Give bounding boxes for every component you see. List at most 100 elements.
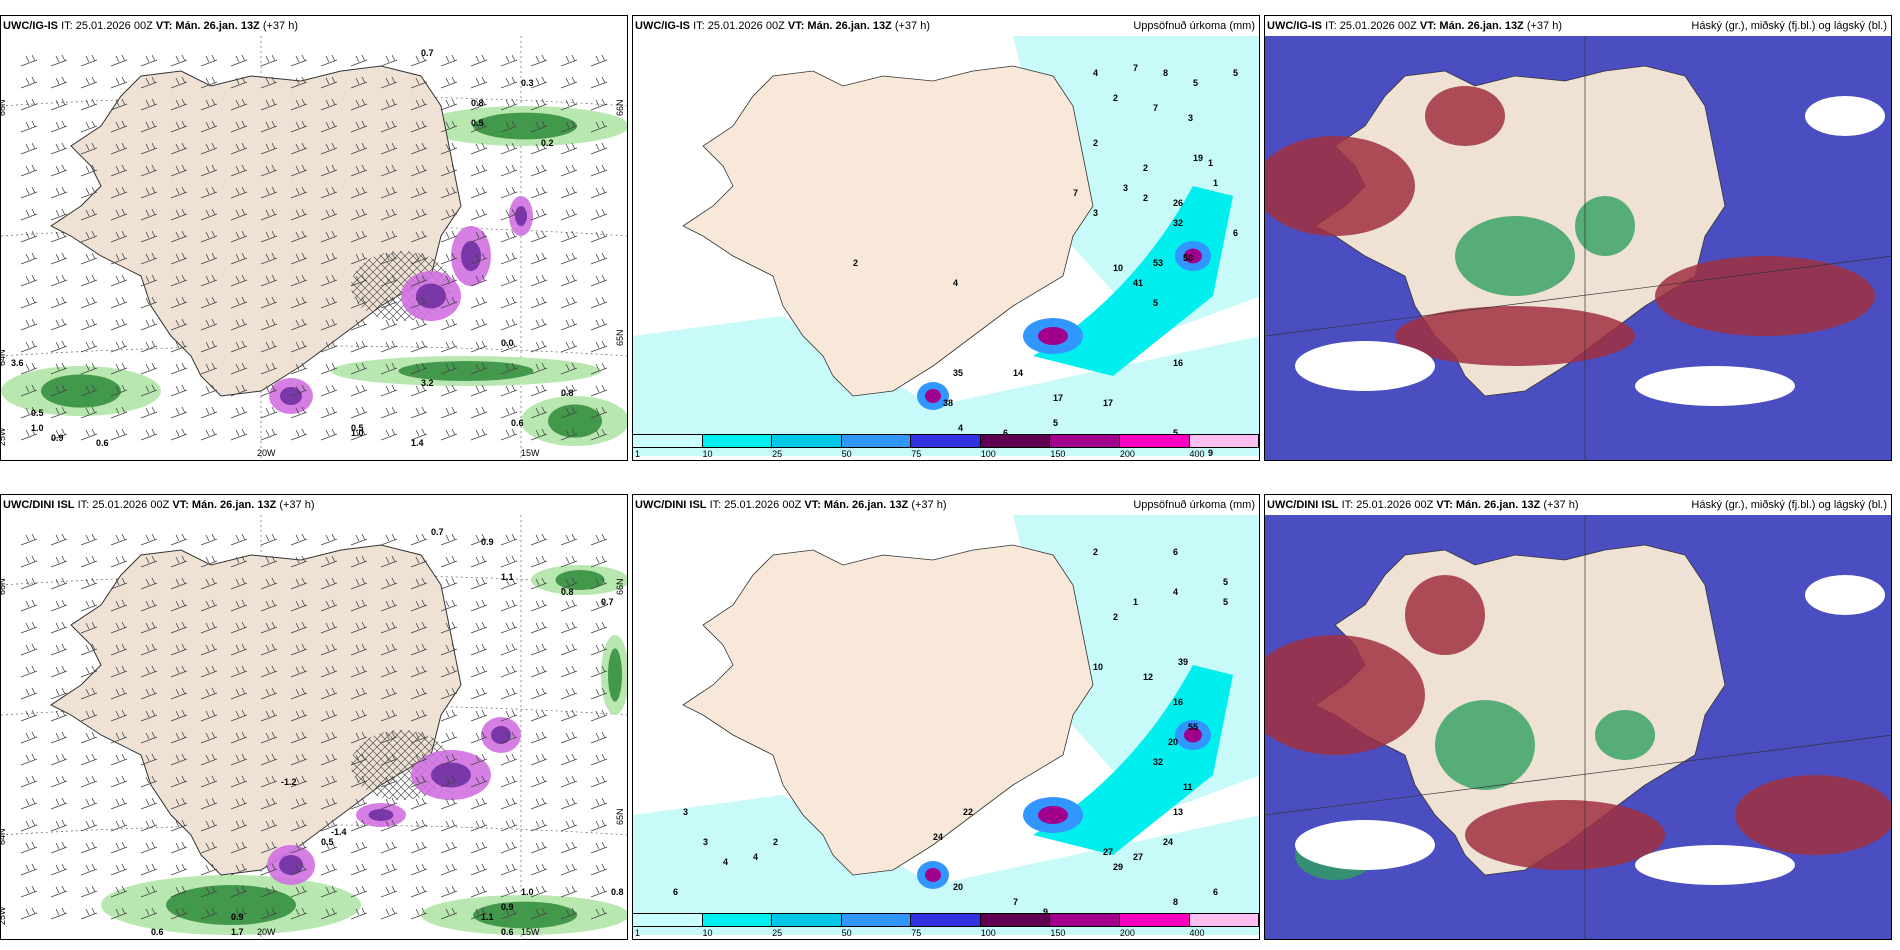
colorbar-tick: 75 (911, 928, 922, 938)
precip-label: 7 (1073, 188, 1078, 198)
wind-band-core (41, 374, 121, 408)
axis-label: 65N (615, 329, 625, 346)
colorbar-swatch (1050, 914, 1120, 926)
colorbar: 1 10 25 50 75 100 150 200 400 (633, 913, 1259, 939)
colorbar-swatch (1050, 435, 1120, 447)
precip-label: 24 (1163, 837, 1173, 847)
map-canvas (1265, 36, 1891, 460)
island-iceland (682, 65, 1094, 397)
axis-label: 65N (615, 808, 625, 825)
field-title: Háský (gr.), miðský (fj.bl.) og lágský (… (1691, 499, 1887, 511)
panel-header: UWC/DINI ISL IT: 25.01.2026 00Z VT: Mán.… (1265, 495, 1891, 515)
precip-label: 13 (1173, 807, 1183, 817)
precip-label: 4 (1173, 587, 1178, 597)
colorbar-swatch (1119, 435, 1190, 447)
colorbar-tick: 400 (1189, 928, 1205, 938)
precip-label: 5 (1053, 418, 1058, 428)
colorbar-swatch (702, 914, 773, 926)
colorbar-swatch (841, 435, 912, 447)
precip-label: 2 (1113, 93, 1118, 103)
precip-label: 4 (753, 852, 758, 862)
init-time: IT: 25.01.2026 00Z (1341, 499, 1434, 511)
precip-label: 5 (1153, 298, 1158, 308)
value-label: 0.9 (51, 433, 64, 443)
cloud-high (1265, 136, 1415, 236)
colorbar-tick: 100 (980, 449, 996, 459)
value-label: 3.2 (421, 378, 434, 388)
axis-label: 66N (1, 578, 7, 595)
valid-time: VT: Mán. 26.jan. 13Z (1436, 499, 1541, 511)
axis-label: 15W (521, 448, 540, 458)
colorbar-swatch (980, 435, 1051, 447)
precip-label: 16 (1173, 358, 1183, 368)
value-label: -1.4 (331, 827, 347, 837)
value-label: 1.0 (351, 428, 364, 438)
colorbar-tick: 100 (980, 928, 996, 938)
wind-band-core (608, 648, 622, 702)
lead-time: (+37 h) (1526, 20, 1563, 32)
value-label: 0.8 (611, 887, 624, 897)
island-iceland (682, 544, 1094, 876)
axis-label: 25W (1, 906, 7, 925)
panel-header: UWC/IG-IS IT: 25.01.2026 00Z VT: Mán. 26… (633, 16, 1259, 36)
colorbar-tick: 50 (841, 928, 852, 938)
precip-core (515, 206, 527, 226)
value-label: 0.7 (431, 527, 444, 537)
precip-label: 9 (1208, 448, 1213, 458)
colorbar-swatch (633, 435, 703, 447)
init-time: IT: 25.01.2026 00Z (709, 499, 802, 511)
precip-label: 4 (723, 857, 728, 867)
panel-header: UWC/IG-IS IT: 25.01.2026 00Z VT: Mán. 26… (1265, 16, 1891, 36)
panel-dini-wind: UWC/DINI ISL IT: 25.01.2026 00Z VT: Mán.… (0, 494, 628, 940)
precip-label: 16 (1173, 697, 1183, 707)
colorbar-tick: 25 (772, 449, 783, 459)
precip-label: 38 (943, 398, 953, 408)
colorbar-tick: 1 (635, 449, 641, 459)
axis-label: 15W (521, 927, 540, 937)
colorbar-swatch (1189, 914, 1259, 926)
init-time: IT: 25.01.2026 00Z (77, 499, 170, 511)
axis-label: 64N (1, 828, 7, 845)
model-name: UWC/IG-IS (3, 20, 58, 32)
precip-label: 2 (853, 258, 858, 268)
colorbar-tick: 150 (1050, 449, 1066, 459)
colorbar: 1 10 25 50 75 100 150 200 400 (633, 434, 1259, 460)
map-canvas (1265, 515, 1891, 939)
wind-band-core (398, 361, 534, 381)
precip-label: 3 (703, 837, 708, 847)
colorbar-swatch (772, 914, 842, 926)
panel-title: UWC/IG-IS IT: 25.01.2026 00Z VT: Mán. 26… (635, 16, 930, 36)
precip-field-mid (1033, 186, 1233, 376)
cloud-high (1735, 775, 1891, 855)
value-label: 0.8 (561, 587, 574, 597)
value-label: 3.6 (11, 358, 24, 368)
value-label: 1.4 (411, 438, 424, 448)
precip-label: 20 (1168, 737, 1178, 747)
precip-label: 55 (1188, 722, 1198, 732)
colorbar-tick: 150 (1050, 928, 1066, 938)
colorbar-tick: 75 (911, 449, 922, 459)
precip-label: 19 (1193, 153, 1203, 163)
value-label: 0.9 (481, 537, 494, 547)
precip-label: 5 (1193, 78, 1198, 88)
lead-time: (+37 h) (894, 20, 931, 32)
precip-core (491, 726, 511, 744)
precip-field-light (633, 795, 1259, 935)
value-label: 0.8 (471, 98, 484, 108)
precip-label: 6 (1173, 547, 1178, 557)
precip-label: 4 (958, 423, 963, 433)
model-name: UWC/DINI ISL (1267, 499, 1339, 511)
precip-label: 29 (1113, 862, 1123, 872)
precip-label: 11 (1183, 782, 1193, 792)
colorbar-swatch (772, 435, 842, 447)
precip-label: 17 (1053, 393, 1063, 403)
panel-dini-clouds: UWC/DINI ISL IT: 25.01.2026 00Z VT: Mán.… (1264, 494, 1892, 940)
precip-label: 35 (953, 368, 963, 378)
colorbar-swatch (702, 435, 773, 447)
map-area: 4 7 8 5 7 5 2 3 2 1 2 3 2 19 1 26 32 58 53 41 10 16 17 17 14 35 38… (633, 36, 1259, 460)
value-label: 0.6 (511, 418, 524, 428)
precip-label: 12 (1143, 672, 1153, 682)
lead-time: (+37 h) (262, 20, 299, 32)
